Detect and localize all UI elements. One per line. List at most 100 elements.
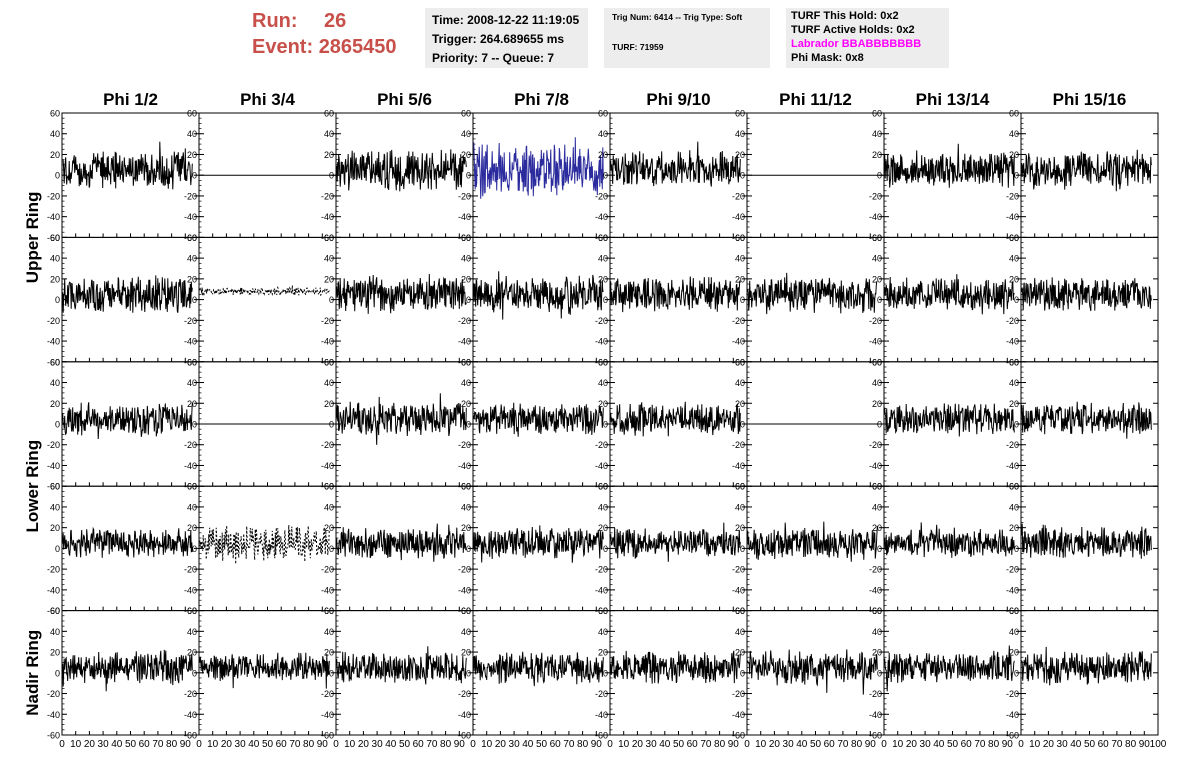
y-tick-label: 60 (461, 233, 471, 243)
y-tick-label: 60 (324, 606, 334, 616)
x-tick-label: 90 (591, 739, 603, 750)
y-tick-label: -40 (321, 585, 334, 595)
y-tick-label: -20 (1006, 191, 1019, 201)
y-tick-label: 0 (1014, 171, 1019, 181)
y-tick-label: -40 (458, 337, 471, 347)
priority-text: Priority: 7 -- Queue: 7 (432, 51, 555, 65)
y-tick-label: 40 (50, 502, 60, 512)
x-tick-label: 90 (728, 739, 740, 750)
x-tick-label: 90 (1139, 739, 1151, 750)
waveform-trace (747, 272, 878, 315)
y-tick-label: 20 (324, 523, 334, 533)
x-tick-label: 20 (495, 739, 507, 750)
waveform-trace (1021, 523, 1152, 559)
y-tick-label: 60 (1009, 233, 1019, 243)
y-tick-label: 20 (187, 523, 197, 533)
y-tick-label: 0 (466, 668, 471, 678)
y-tick-label: 60 (1009, 482, 1019, 492)
y-tick-label: -20 (321, 440, 334, 450)
y-tick-label: -60 (47, 357, 60, 367)
y-tick-label: -20 (47, 191, 60, 201)
turf-this-hold: TURF This Hold: 0x2 (791, 10, 899, 22)
y-tick-label: 0 (603, 295, 608, 305)
panel-frame (609, 236, 748, 363)
y-tick-label: 20 (598, 150, 608, 160)
waveform-trace (884, 403, 1015, 437)
y-tick-label: 60 (461, 109, 471, 119)
waveform-trace (62, 402, 193, 440)
x-tick-label: 100 (1150, 739, 1167, 750)
waveform-trace (747, 649, 878, 695)
x-tick-label: 70 (837, 739, 849, 750)
waveform-trace (747, 521, 878, 562)
y-tick-label: 20 (872, 399, 882, 409)
y-tick-label: -20 (869, 440, 882, 450)
y-tick-label: 20 (872, 274, 882, 284)
y-tick-label: 40 (598, 502, 608, 512)
y-tick-label: 60 (50, 482, 60, 492)
y-tick-label: -40 (1006, 710, 1019, 720)
y-tick-label: -40 (595, 710, 608, 720)
y-tick-label: 60 (735, 357, 745, 367)
x-tick-label: 30 (98, 739, 110, 750)
y-tick-label: -40 (321, 212, 334, 222)
column-header: Phi 7/8 (514, 90, 569, 109)
y-tick-label: 0 (740, 668, 745, 678)
y-tick-label: 60 (187, 233, 197, 243)
turf-info-box: TURF This Hold: 0x2 TURF Active Holds: 0… (786, 8, 949, 68)
x-tick-label: 0 (196, 739, 202, 750)
x-tick-label: 60 (550, 739, 562, 750)
y-tick-label: 40 (735, 502, 745, 512)
run-label: Run: (252, 10, 298, 32)
y-tick-label: 0 (603, 420, 608, 430)
y-tick-label: 0 (877, 171, 882, 181)
y-tick-label: 60 (1009, 606, 1019, 616)
y-tick-label: 0 (603, 171, 608, 181)
y-tick-label: 20 (1009, 523, 1019, 533)
x-tick-label: 0 (470, 739, 476, 750)
y-tick-label: 60 (1009, 109, 1019, 119)
x-tick-label: 70 (700, 739, 712, 750)
run-event-header: Run: 26 Event: 2865450 (252, 8, 397, 60)
y-tick-label: 40 (50, 627, 60, 637)
y-tick-label: -60 (869, 731, 882, 741)
waveform-trace (62, 649, 193, 692)
waveform-trace (336, 149, 467, 192)
y-tick-label: 20 (461, 523, 471, 533)
y-tick-label: -20 (1006, 565, 1019, 575)
x-tick-label: 0 (1018, 739, 1024, 750)
y-tick-label: -20 (184, 440, 197, 450)
x-tick-label: 90 (1002, 739, 1014, 750)
y-tick-label: 20 (735, 150, 745, 160)
y-tick-label: 20 (598, 399, 608, 409)
y-tick-label: 60 (50, 109, 60, 119)
x-tick-label: 50 (125, 739, 137, 750)
y-tick-label: -20 (869, 316, 882, 326)
waveform-trace (473, 137, 604, 199)
y-tick-label: -60 (321, 731, 334, 741)
y-tick-label: 0 (55, 295, 60, 305)
y-tick-label: 40 (872, 129, 882, 139)
waveform-trace (62, 526, 193, 558)
column-header: Phi 15/16 (1053, 90, 1127, 109)
y-tick-label: 40 (461, 627, 471, 637)
y-tick-label: -40 (1006, 212, 1019, 222)
x-tick-label: 50 (1084, 739, 1096, 750)
y-tick-label: 60 (50, 357, 60, 367)
y-tick-label: 60 (735, 482, 745, 492)
phi-mask-text: Phi Mask: 0x8 (791, 52, 864, 64)
y-tick-label: 40 (50, 254, 60, 264)
x-tick-label: 0 (607, 739, 613, 750)
y-tick-label: 40 (461, 502, 471, 512)
event-label: Event: (252, 36, 314, 58)
waveform-trace (336, 393, 467, 445)
y-tick-label: 40 (598, 129, 608, 139)
y-tick-label: -20 (47, 316, 60, 326)
y-tick-label: 60 (872, 233, 882, 243)
x-tick-label: 40 (933, 739, 945, 750)
y-tick-label: -20 (458, 191, 471, 201)
